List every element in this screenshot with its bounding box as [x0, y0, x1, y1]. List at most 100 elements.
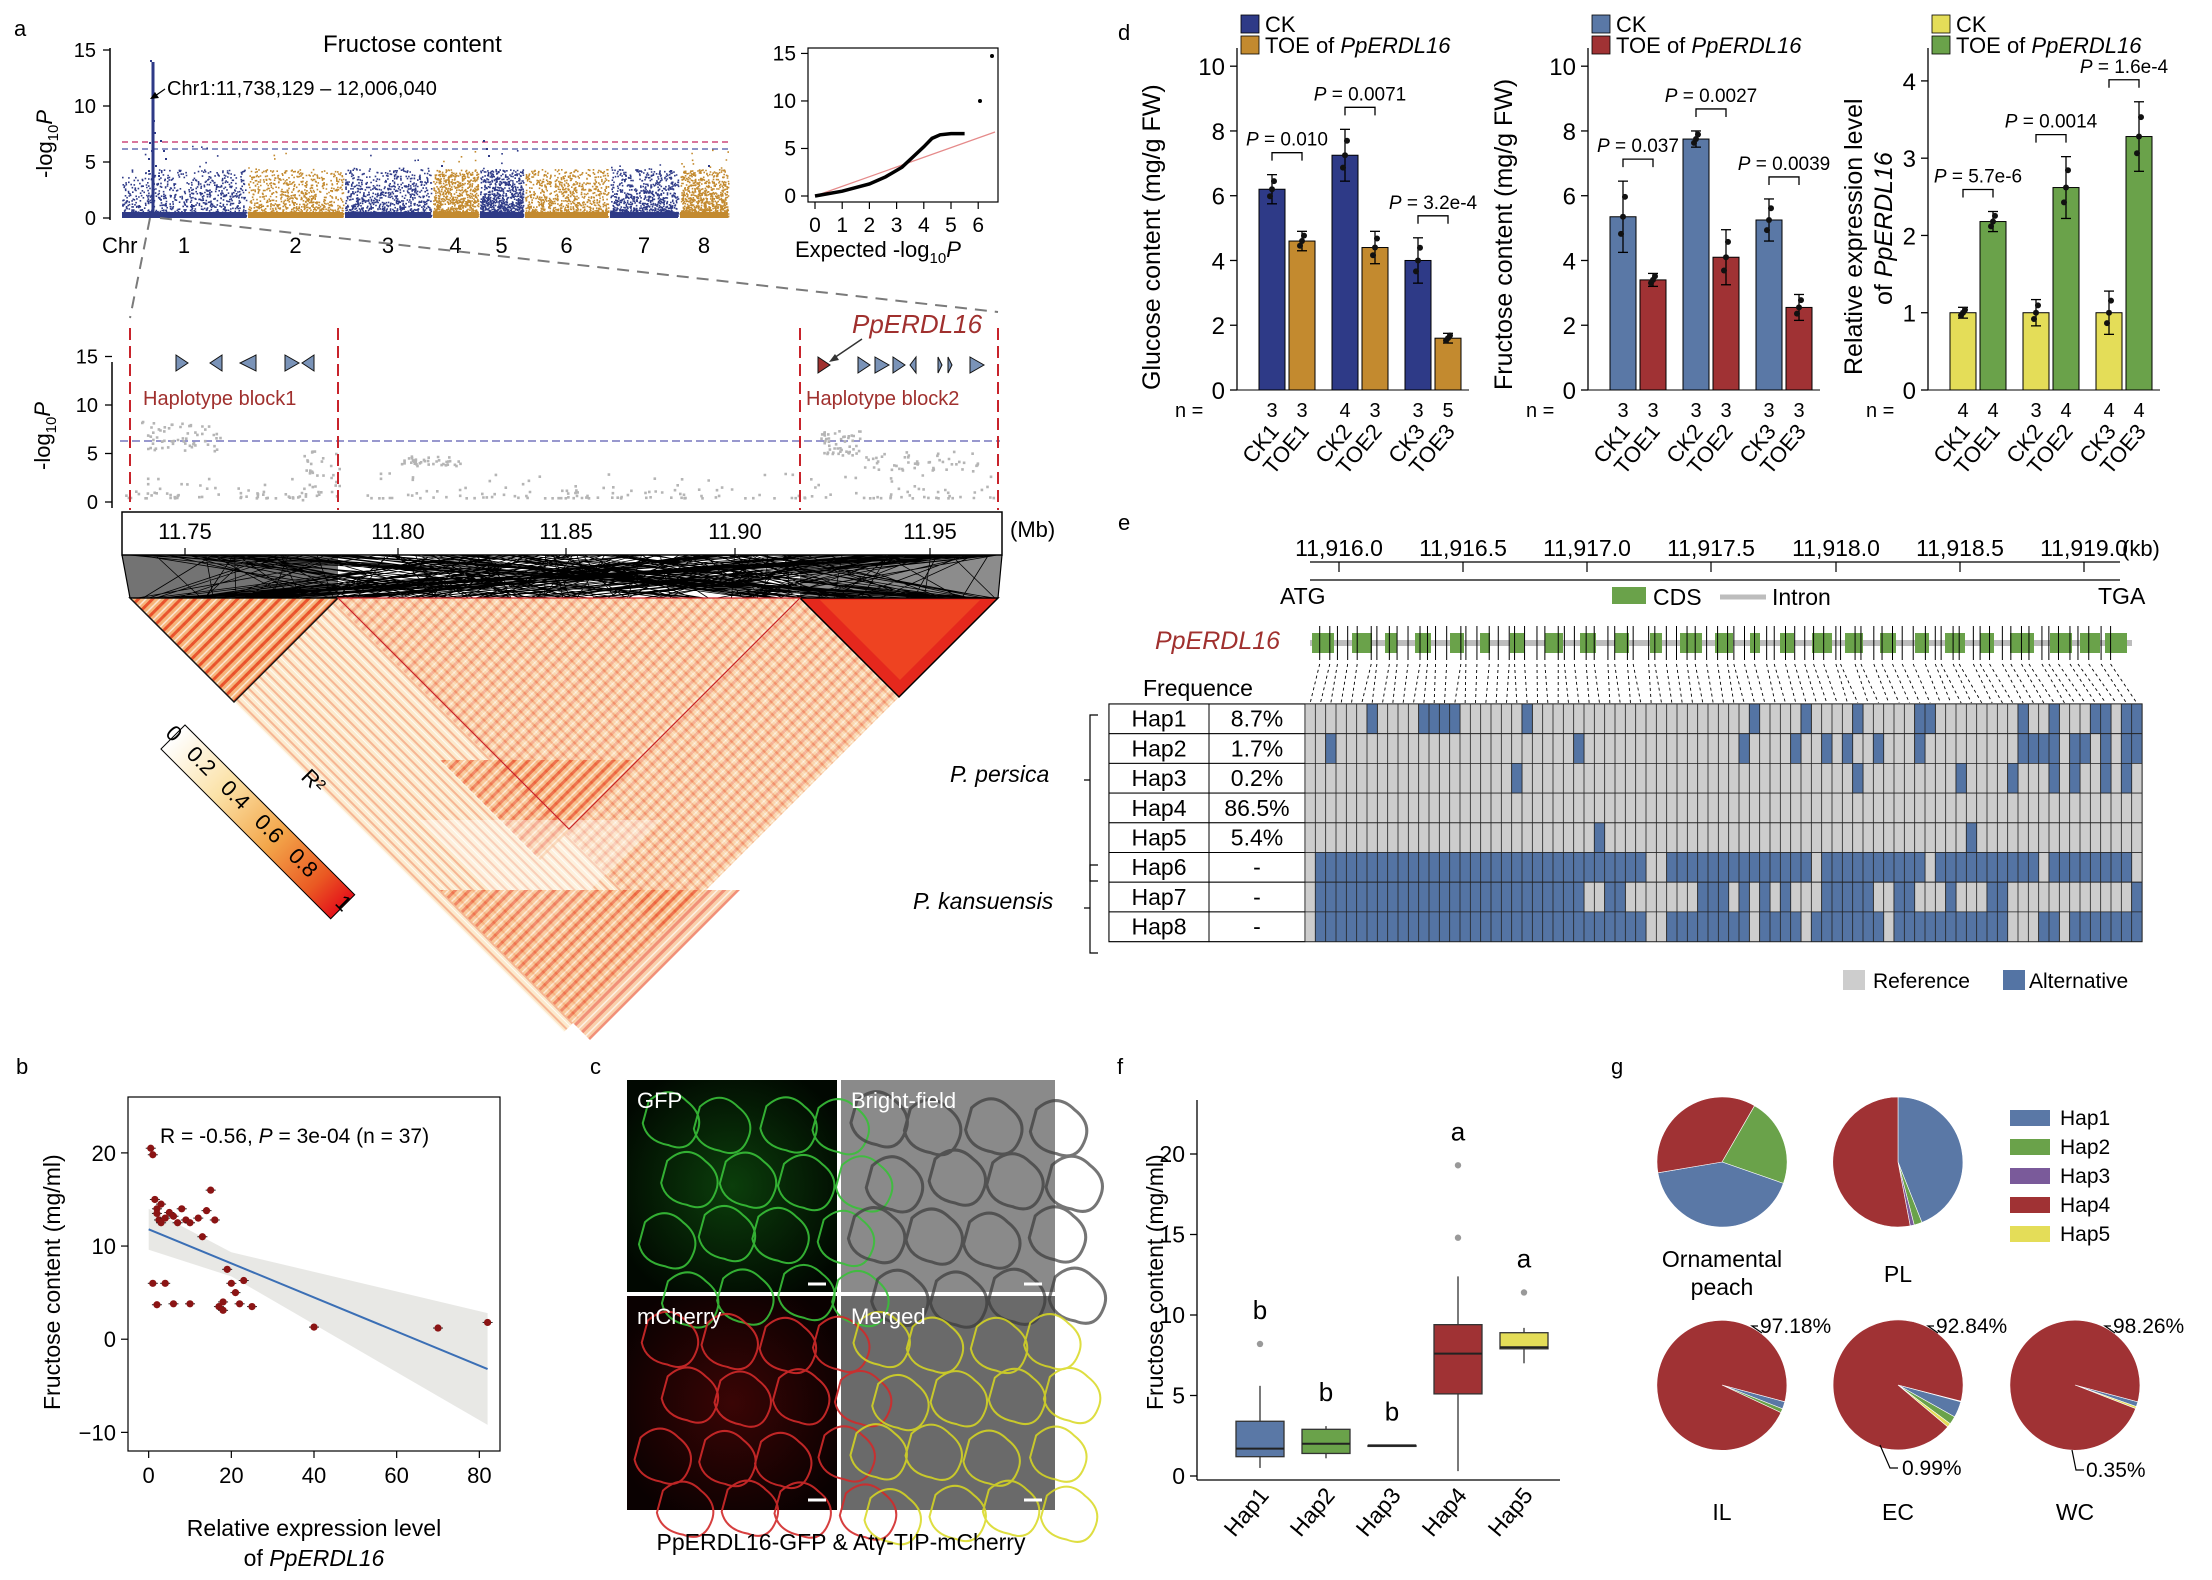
pie-percent: 92.84%	[1936, 1315, 2007, 1338]
n-value: 4	[1987, 400, 1998, 422]
n-value: 3	[1763, 400, 1774, 422]
chr-tick-label: 2	[289, 233, 301, 258]
scatter-point	[157, 1219, 165, 1227]
legend-toe: TOE of PpERDL16	[1616, 33, 1802, 58]
gene-name-e: PpERDL16	[1155, 627, 1280, 655]
n-value: 3	[1720, 400, 1731, 422]
bar-ytick: 6	[1563, 184, 1576, 211]
micro-label-mcherry: mCherry	[637, 1304, 721, 1329]
qq-xtick: 3	[891, 214, 903, 237]
pie-percent: 98.26%	[2113, 1315, 2184, 1338]
n-label: n =	[1866, 400, 1894, 422]
chr-tick-label: 6	[560, 233, 572, 258]
legend-ck: CK	[1956, 12, 1987, 37]
bar-ytick: 10	[1549, 54, 1576, 81]
allele-reference	[1304, 792, 2143, 824]
n-value: 3	[1266, 400, 1277, 422]
scatter-xtick: 20	[219, 1463, 243, 1488]
reference-label: Reference	[1873, 970, 1970, 993]
panel-label-c: c	[590, 1054, 601, 1079]
exon	[1580, 633, 1596, 653]
bar	[1331, 154, 1359, 391]
n-value: 3	[1647, 400, 1658, 422]
zoom-ytick: 5	[87, 444, 98, 466]
exon	[1680, 633, 1702, 653]
legend-swatch-toe	[1591, 35, 1611, 55]
scatter-point	[153, 1209, 161, 1218]
manhattan-ytick: 5	[85, 152, 96, 174]
pie-legend-label: Hap2	[2060, 1136, 2110, 1159]
qq-xtick: 1	[836, 214, 848, 237]
gene-track-arrows	[175, 354, 986, 375]
significance-letter: b	[1253, 1295, 1267, 1325]
scatter-point	[207, 1186, 215, 1194]
bar	[1258, 188, 1286, 391]
pie-label: EC	[1882, 1499, 1914, 1525]
scatter-point	[198, 1233, 206, 1241]
pie-legend-label: Hap4	[2060, 1194, 2111, 1217]
pie-ec: EC	[1832, 1319, 1964, 1525]
exon	[1812, 633, 1832, 653]
pie-legend-label: Hap1	[2060, 1107, 2110, 1130]
allele-alternative	[1314, 852, 2133, 883]
box-hap3: b Hap3	[1351, 1396, 1417, 1541]
haplotype-panel: 11,916.0 11,916.5 11,917.0 11,917.5 11,918.0…	[913, 535, 2160, 993]
p-value: P = 5.7e-6	[1934, 167, 2022, 188]
hap-label: Hap2	[1132, 735, 1187, 761]
haplotype-block1-label: Haplotype block1	[143, 388, 296, 410]
zoom-xtick: 11.75	[158, 519, 211, 544]
scatter-point	[248, 1303, 256, 1311]
pie-legend: Hap1 Hap2 Hap3 Hap4 Hap5	[2010, 1107, 2111, 1246]
pie-legend-label: Hap5	[2060, 1223, 2110, 1246]
bar-ytick: 1	[1903, 301, 1916, 328]
n-value: 4	[2133, 400, 2144, 422]
n-label: n =	[1526, 400, 1554, 422]
legend-swatch-ck	[1240, 14, 1260, 34]
pie-percent: 97.18%	[1760, 1315, 1831, 1338]
scatter-point	[151, 1195, 159, 1204]
n-value: 3	[1690, 400, 1701, 422]
pie-slice	[1832, 1096, 1911, 1228]
exon	[1385, 633, 1397, 653]
pop-persica: P. persica	[950, 761, 1049, 787]
pie-legend-swatch	[2010, 1139, 2050, 1155]
pie-pl: PL	[1832, 1096, 1964, 1287]
hap-label: Hap1	[1132, 706, 1187, 732]
qq-ytick: 0	[784, 185, 796, 208]
scatter-point	[178, 1205, 186, 1213]
boxplot-ylabel: Fructose content (mg/ml)	[1142, 1154, 1168, 1410]
box-hap4: a Hap4	[1417, 1116, 1483, 1541]
p-value: P = 0.010	[1246, 130, 1328, 151]
zoom-xtick: 11.90	[708, 519, 761, 544]
scatter-point	[223, 1265, 231, 1273]
allele-reference	[1304, 822, 2143, 853]
box-hap5: a Hap5	[1483, 1243, 1549, 1541]
exon	[1945, 633, 1965, 653]
allele-reference	[1304, 733, 2122, 764]
bar	[1288, 240, 1316, 391]
bar	[1361, 247, 1389, 391]
zoom-ytick: 10	[76, 395, 98, 417]
n-value: 3	[1412, 400, 1423, 422]
scatter-ytick: 10	[92, 1234, 116, 1259]
qq-ytick: 5	[784, 137, 796, 160]
panel-label-a: a	[14, 16, 27, 41]
pie-legend-swatch	[2010, 1197, 2050, 1213]
kb-tick: 11,917.0	[1543, 535, 1631, 561]
panel-label-f: f	[1117, 1054, 1124, 1079]
haplotype-block2-label: Haplotype block2	[806, 388, 959, 410]
scatter-point	[310, 1323, 318, 1331]
scatter-point	[153, 1301, 161, 1309]
bar-ytick: 2	[1563, 313, 1576, 340]
scatter-point	[219, 1306, 227, 1314]
scatter-point	[240, 1276, 248, 1285]
pie-slice	[1897, 1096, 1964, 1223]
pie-legend-label: Hap3	[2060, 1165, 2110, 1188]
alternative-legend-swatch	[2003, 970, 2025, 990]
kb-tick: 11,918.0	[1792, 535, 1880, 561]
chr-label: Chr	[102, 233, 137, 258]
scatter-point	[147, 1144, 155, 1152]
